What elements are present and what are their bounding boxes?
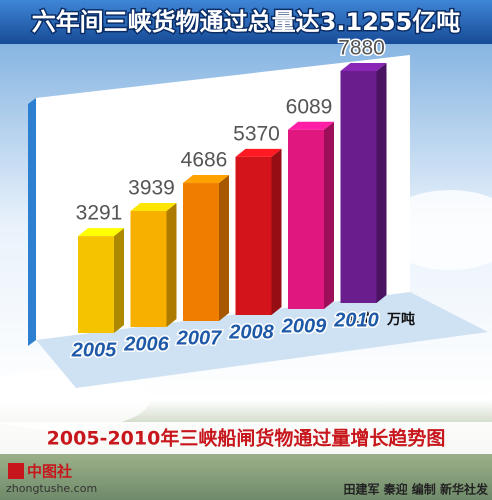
bar-top — [340, 63, 387, 71]
value-label: 3939 — [128, 177, 175, 200]
subtitle: 2005-2010年三峡船闸货物通过量增长趋势图 — [47, 427, 446, 450]
bar-top — [235, 148, 282, 157]
bar — [183, 183, 219, 321]
cloud — [0, 370, 150, 430]
bar-side — [114, 228, 124, 333]
x-tick-label: 2006 — [123, 333, 169, 355]
bar-top — [288, 121, 334, 130]
bar-side — [271, 148, 282, 315]
x-tick-label: 2005 — [71, 339, 117, 361]
bar-side — [166, 203, 177, 327]
value-label: 3291 — [76, 202, 123, 225]
bar-side — [219, 175, 229, 321]
floor — [36, 292, 488, 388]
bar — [235, 156, 272, 315]
value-label: 7880 — [338, 37, 385, 60]
credit: 田建军 秦迎 编制 新华社发 — [343, 482, 489, 497]
title: 六年间三峡货物通过总量达3.1255亿吨 — [32, 8, 461, 36]
value-label: 6089 — [286, 95, 333, 118]
x-tick-label: 2009 — [281, 315, 327, 337]
title-bar — [0, 0, 492, 44]
bar-top — [183, 175, 229, 184]
unit-label: 单位：万吨 — [345, 311, 415, 328]
x-tick-label: 2010 — [333, 309, 379, 331]
bar — [340, 71, 377, 303]
logo: 中图社 — [27, 463, 72, 481]
logo-icon — [8, 463, 24, 479]
bar-top — [130, 203, 177, 212]
site: zhongtushe.com — [6, 482, 97, 495]
wall-edge — [28, 98, 36, 346]
bar-side — [376, 63, 387, 303]
subtitle-band — [0, 422, 492, 454]
x-tick-label: 2007 — [176, 327, 222, 349]
bar — [130, 211, 167, 327]
value-label: 4686 — [181, 149, 228, 172]
bar — [288, 129, 324, 309]
bar-top — [78, 228, 124, 237]
bar — [78, 236, 114, 333]
bar-side — [324, 121, 334, 309]
x-tick-label: 2008 — [228, 321, 274, 343]
value-label: 5370 — [233, 122, 280, 145]
